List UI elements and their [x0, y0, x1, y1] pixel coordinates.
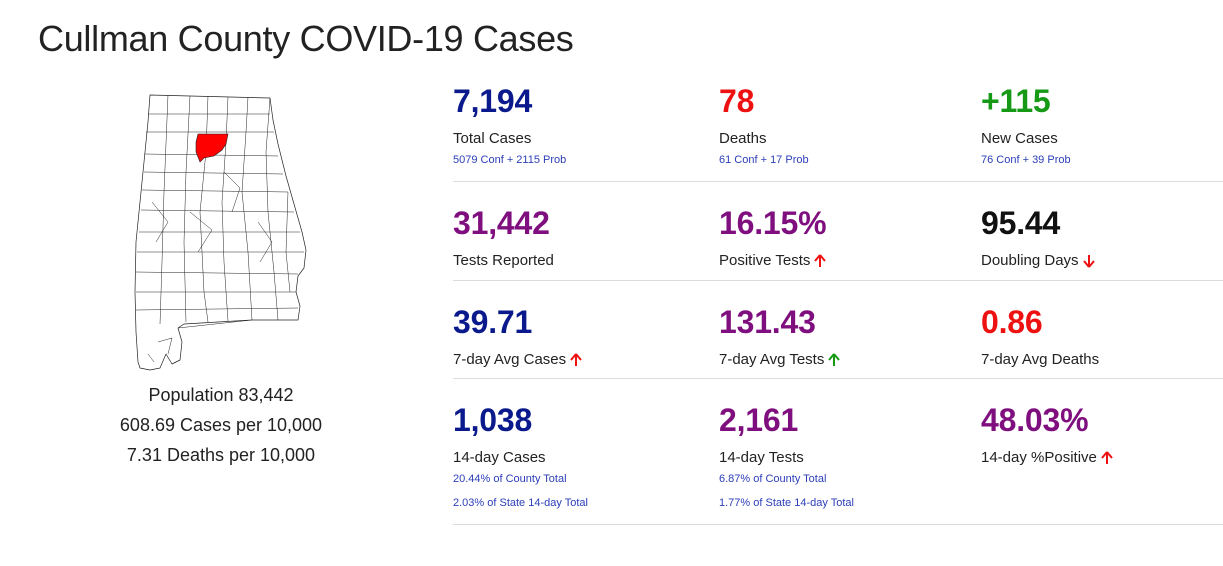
- alabama-outline: [134, 94, 307, 371]
- stat-label-text: 7-day Avg Tests: [719, 351, 825, 368]
- stat-sub-2: 1.77% of State 14-day Total: [719, 497, 854, 509]
- stat-label-text: 7-day Avg Cases: [453, 351, 567, 368]
- arrow-up-icon: [1101, 451, 1113, 464]
- stats-row-14day: 1,038 14-day Cases 20.44% of County Tota…: [453, 379, 1223, 525]
- stat-sub: 61 Conf + 17 Prob: [719, 154, 809, 166]
- stat-label-text: Tests Reported: [453, 252, 554, 269]
- stat-label: New Cases: [981, 130, 1058, 147]
- stat-label-text: 14-day %Positive: [981, 449, 1097, 466]
- stat-value: 16.15%: [719, 205, 827, 241]
- stat-label: 14-day Tests: [719, 449, 854, 467]
- cases-per-10000-line: 608.69 Cases per 10,000: [119, 415, 323, 435]
- stat-tests-reported: 31,442 Tests Reported: [453, 202, 554, 270]
- arrow-up-icon: [570, 353, 582, 366]
- stat-total-cases: 7,194 Total Cases 5079 Conf + 2115 Prob: [453, 80, 566, 167]
- stat-value: 0.86: [981, 304, 1043, 340]
- deaths-per-10000-line: 7.31 Deaths per 10,000: [126, 445, 316, 465]
- stat-label: 14-day Cases: [453, 449, 588, 467]
- stat-value: 31,442: [453, 205, 550, 241]
- stat-label: Positive Tests: [719, 252, 827, 270]
- alabama-map-svg: [134, 94, 307, 371]
- stat-label: Tests Reported: [453, 252, 554, 270]
- stat-value: 1,038: [453, 402, 533, 438]
- stat-label-text: Doubling Days: [981, 252, 1079, 269]
- stat-new-cases: +115 New Cases 76 Conf + 39 Prob: [981, 80, 1071, 167]
- arrow-up-icon: [828, 353, 841, 366]
- stat-label: 7-day Avg Deaths: [981, 351, 1099, 369]
- stat-sub: 76 Conf + 39 Prob: [981, 154, 1071, 166]
- highlighted-county-cullman: [195, 133, 229, 163]
- stat-value: 2,161: [719, 402, 799, 438]
- stat-label: Doubling Days: [981, 252, 1095, 270]
- stat-doubling-days: 95.44 Doubling Days: [981, 202, 1095, 270]
- arrow-down-icon: [1082, 255, 1095, 268]
- stat-value: 39.71: [453, 304, 533, 340]
- stat-14day-cases: 1,038 14-day Cases 20.44% of County Tota…: [453, 399, 588, 510]
- stat-deaths: 78 Deaths 61 Conf + 17 Prob: [719, 80, 809, 167]
- stat-value: 48.03%: [981, 402, 1089, 438]
- stat-sub: 20.44% of County Total: [453, 473, 567, 485]
- alabama-county-map[interactable]: [128, 92, 318, 374]
- stat-label-text: Positive Tests: [719, 252, 811, 269]
- stat-value: +115: [981, 83, 1051, 119]
- stat-14day-positive: 48.03% 14-day %Positive: [981, 399, 1113, 467]
- stats-row-averages: 39.71 7-day Avg Cases 131.43 7-day Avg T…: [453, 281, 1223, 379]
- page-title: Cullman County COVID-19 Cases: [38, 18, 574, 59]
- stat-sub-2: 2.03% of State 14-day Total: [453, 497, 588, 509]
- stat-sub: 6.87% of County Total: [719, 473, 827, 485]
- stats-grid: 7,194 Total Cases 5079 Conf + 2115 Prob …: [453, 80, 1223, 525]
- stat-positive-tests: 16.15% Positive Tests: [719, 202, 827, 270]
- stat-label: 7-day Avg Tests: [719, 351, 841, 369]
- stats-row-tests: 31,442 Tests Reported 16.15% Positive Te…: [453, 182, 1223, 281]
- stat-value: 131.43: [719, 304, 816, 340]
- stat-value: 78: [719, 83, 755, 119]
- stat-7day-avg-cases: 39.71 7-day Avg Cases: [453, 301, 582, 369]
- stat-value: 7,194: [453, 83, 533, 119]
- stat-label-text: 14-day Cases: [453, 449, 546, 466]
- stat-sub: 5079 Conf + 2115 Prob: [453, 154, 567, 166]
- stat-label-text: 7-day Avg Deaths: [981, 351, 1100, 368]
- stat-label: 7-day Avg Cases: [453, 351, 582, 369]
- stat-label: Total Cases: [453, 130, 532, 147]
- stat-7day-avg-tests: 131.43 7-day Avg Tests: [719, 301, 841, 369]
- stats-row-totals: 7,194 Total Cases 5079 Conf + 2115 Prob …: [453, 80, 1223, 182]
- stat-14day-tests: 2,161 14-day Tests 6.87% of County Total…: [719, 399, 854, 510]
- stat-label-text: 14-day Tests: [719, 449, 804, 466]
- stat-label: 14-day %Positive: [981, 449, 1113, 467]
- arrow-up-icon: [814, 254, 827, 267]
- population-line: Population 83,442: [148, 385, 294, 405]
- population-summary: Population 83,442 608.69 Cases per 10,00…: [100, 380, 342, 470]
- stat-7day-avg-deaths: 0.86 7-day Avg Deaths: [981, 301, 1099, 369]
- stat-value: 95.44: [981, 205, 1061, 241]
- stat-label: Deaths: [719, 130, 767, 147]
